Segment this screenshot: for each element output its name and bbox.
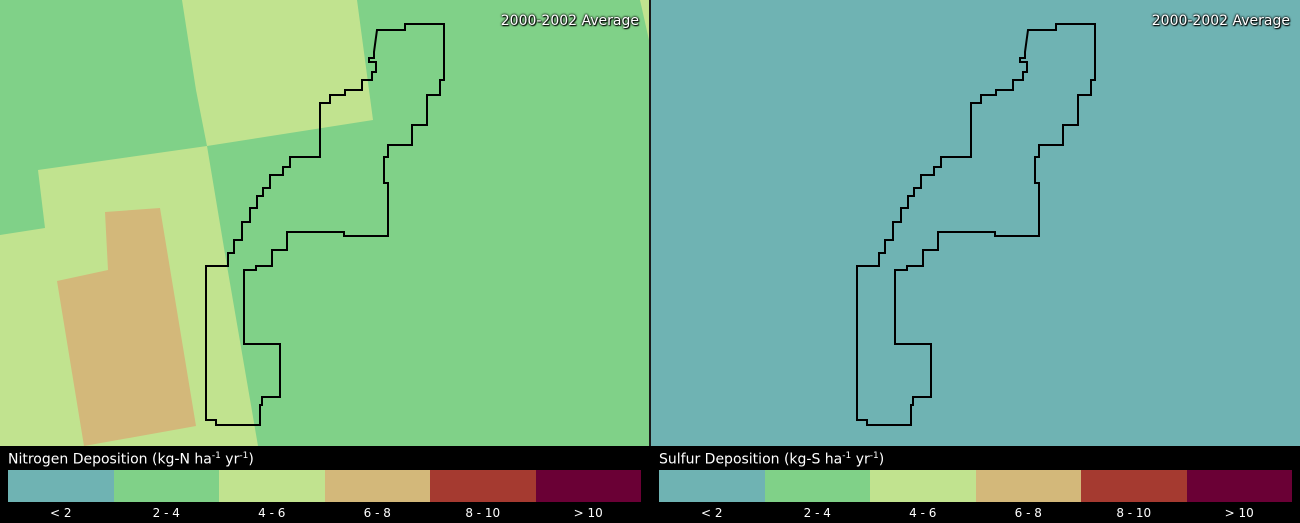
park-boundary-outline bbox=[856, 23, 1096, 426]
nitrogen-zone-4-6-top bbox=[182, 0, 373, 146]
legend-label: > 10 bbox=[1224, 506, 1254, 520]
sulfur-panel: 2000-2002 Average Sulfur Deposition (kg-… bbox=[651, 0, 1300, 523]
legend-label: 8 - 10 bbox=[465, 506, 501, 520]
legend-swatch-4-6 bbox=[870, 470, 976, 502]
legend-label: 8 - 10 bbox=[1116, 506, 1152, 520]
legend-color-bar bbox=[8, 470, 641, 502]
nitrogen-zone-4-6-corner bbox=[640, 0, 649, 40]
park-boundary-outline bbox=[205, 23, 445, 426]
nitrogen-map[interactable]: 2000-2002 Average bbox=[0, 0, 649, 446]
legend-label: 6 - 8 bbox=[363, 506, 391, 520]
nitrogen-zone-6-8 bbox=[57, 208, 196, 446]
nitrogen-panel: 2000-2002 Average Nitrogen Deposition (k… bbox=[0, 0, 649, 523]
legend-swatch-6-8 bbox=[975, 470, 1081, 502]
legend-labels: < 2 2 - 4 4 - 6 6 - 8 8 - 10 > 10 bbox=[659, 506, 1292, 520]
legend-label: 4 - 6 bbox=[258, 506, 286, 520]
legend-swatch-8-10 bbox=[1081, 470, 1187, 502]
legend-label: 6 - 8 bbox=[1014, 506, 1042, 520]
legend-label: > 10 bbox=[573, 506, 603, 520]
sulfur-map-svg bbox=[651, 0, 1300, 446]
period-label: 2000-2002 Average bbox=[1151, 13, 1290, 29]
legend-label: 2 - 4 bbox=[152, 506, 180, 520]
legend-swatch-4-6 bbox=[219, 470, 325, 502]
sulfur-background-lt2 bbox=[651, 0, 1300, 446]
legend-label: 2 - 4 bbox=[803, 506, 831, 520]
legend-labels: < 2 2 - 4 4 - 6 6 - 8 8 - 10 > 10 bbox=[8, 506, 641, 520]
legend-title: Nitrogen Deposition (kg-N ha-1 yr-1) bbox=[8, 451, 254, 468]
sulfur-map[interactable]: 2000-2002 Average bbox=[651, 0, 1300, 446]
legend-swatch-2-4 bbox=[113, 470, 219, 502]
legend-title: Sulfur Deposition (kg-S ha-1 yr-1) bbox=[659, 451, 885, 468]
legend-swatch-gt10 bbox=[1186, 470, 1292, 502]
legend-label: < 2 bbox=[49, 506, 72, 520]
legend-swatch-2-4 bbox=[764, 470, 870, 502]
legend-swatch-gt10 bbox=[535, 470, 641, 502]
panel-divider bbox=[649, 0, 651, 446]
legend-label: 4 - 6 bbox=[909, 506, 937, 520]
legend-swatch-lt2 bbox=[8, 470, 114, 502]
nitrogen-map-svg bbox=[0, 0, 649, 446]
legend-swatch-8-10 bbox=[430, 470, 536, 502]
legend-swatch-lt2 bbox=[659, 470, 765, 502]
legend-label: < 2 bbox=[700, 506, 723, 520]
period-label: 2000-2002 Average bbox=[500, 13, 639, 29]
legend-swatch-6-8 bbox=[324, 470, 430, 502]
legend-color-bar bbox=[659, 470, 1292, 502]
